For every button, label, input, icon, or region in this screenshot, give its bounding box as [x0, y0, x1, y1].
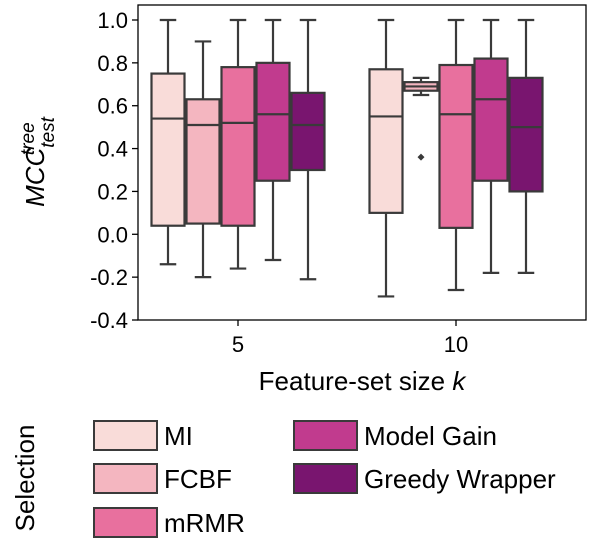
y-axis-title: MCCtesttree — [18, 116, 59, 207]
x-tick-label-0: 5 — [232, 332, 244, 357]
box-2-0 — [220, 18, 256, 270]
iqr-box — [508, 76, 544, 193]
legend-swatch — [93, 463, 158, 494]
legend-swatch — [293, 463, 358, 494]
legend-label: FCBF — [164, 464, 232, 494]
box-4-0 — [290, 18, 326, 281]
iqr-box — [290, 91, 326, 172]
iqr-box — [473, 57, 509, 182]
y-tick-label-6: 0.8 — [97, 51, 128, 76]
plot-frame — [137, 4, 587, 321]
iqr-box — [438, 63, 474, 229]
y-tick-label-3: 0.2 — [97, 179, 128, 204]
plot-area — [150, 18, 544, 298]
y-tick-label-7: 1.0 — [97, 8, 128, 33]
box-0-1 — [368, 18, 404, 298]
iqr-box — [150, 72, 186, 227]
box-4-1 — [508, 18, 544, 274]
y-tick-label-2: 0.0 — [97, 222, 128, 247]
legend-label: Model Gain — [364, 421, 497, 451]
legend-item-2: mRMR — [93, 507, 245, 538]
y-tick-label-1: -0.2 — [90, 265, 128, 290]
box-1-1 — [403, 76, 439, 161]
legend: MI FCBF mRMR Model Gain Greedy Wrapper — [93, 420, 556, 538]
legend-item-3: Model Gain — [293, 420, 497, 451]
y-tick-label-5: 0.6 — [97, 94, 128, 119]
legend-label: mRMR — [164, 508, 245, 538]
iqr-box — [220, 66, 256, 227]
x-tick-label-1: 10 — [444, 332, 468, 357]
legend-item-1: FCBF — [93, 463, 232, 494]
box-2-1 — [438, 18, 474, 292]
y-tick-label-4: 0.4 — [97, 137, 128, 162]
legend-item-4: Greedy Wrapper — [293, 463, 556, 494]
iqr-box — [368, 68, 404, 214]
legend-swatch — [93, 507, 158, 538]
box-3-1 — [473, 18, 509, 274]
x-axis: 5 10 — [232, 320, 468, 357]
legend-label: MI — [164, 421, 193, 451]
legend-label: Greedy Wrapper — [364, 464, 556, 494]
box-1-0 — [185, 40, 221, 279]
box-0-0 — [150, 18, 186, 266]
iqr-box — [255, 61, 291, 182]
y-tick-label-0: -0.4 — [90, 308, 128, 333]
box-3-0 — [255, 18, 291, 262]
iqr-box — [185, 98, 221, 225]
legend-swatch — [93, 420, 158, 451]
outlier-0 — [417, 153, 425, 161]
x-axis-title: Feature-set size k — [259, 366, 468, 396]
y-axis: -0.4 -0.2 0.0 0.2 0.4 0.6 0.8 1.0 — [90, 8, 138, 333]
legend-title: Selection — [10, 425, 40, 532]
legend-swatch — [293, 420, 358, 451]
legend-item-0: MI — [93, 420, 193, 451]
